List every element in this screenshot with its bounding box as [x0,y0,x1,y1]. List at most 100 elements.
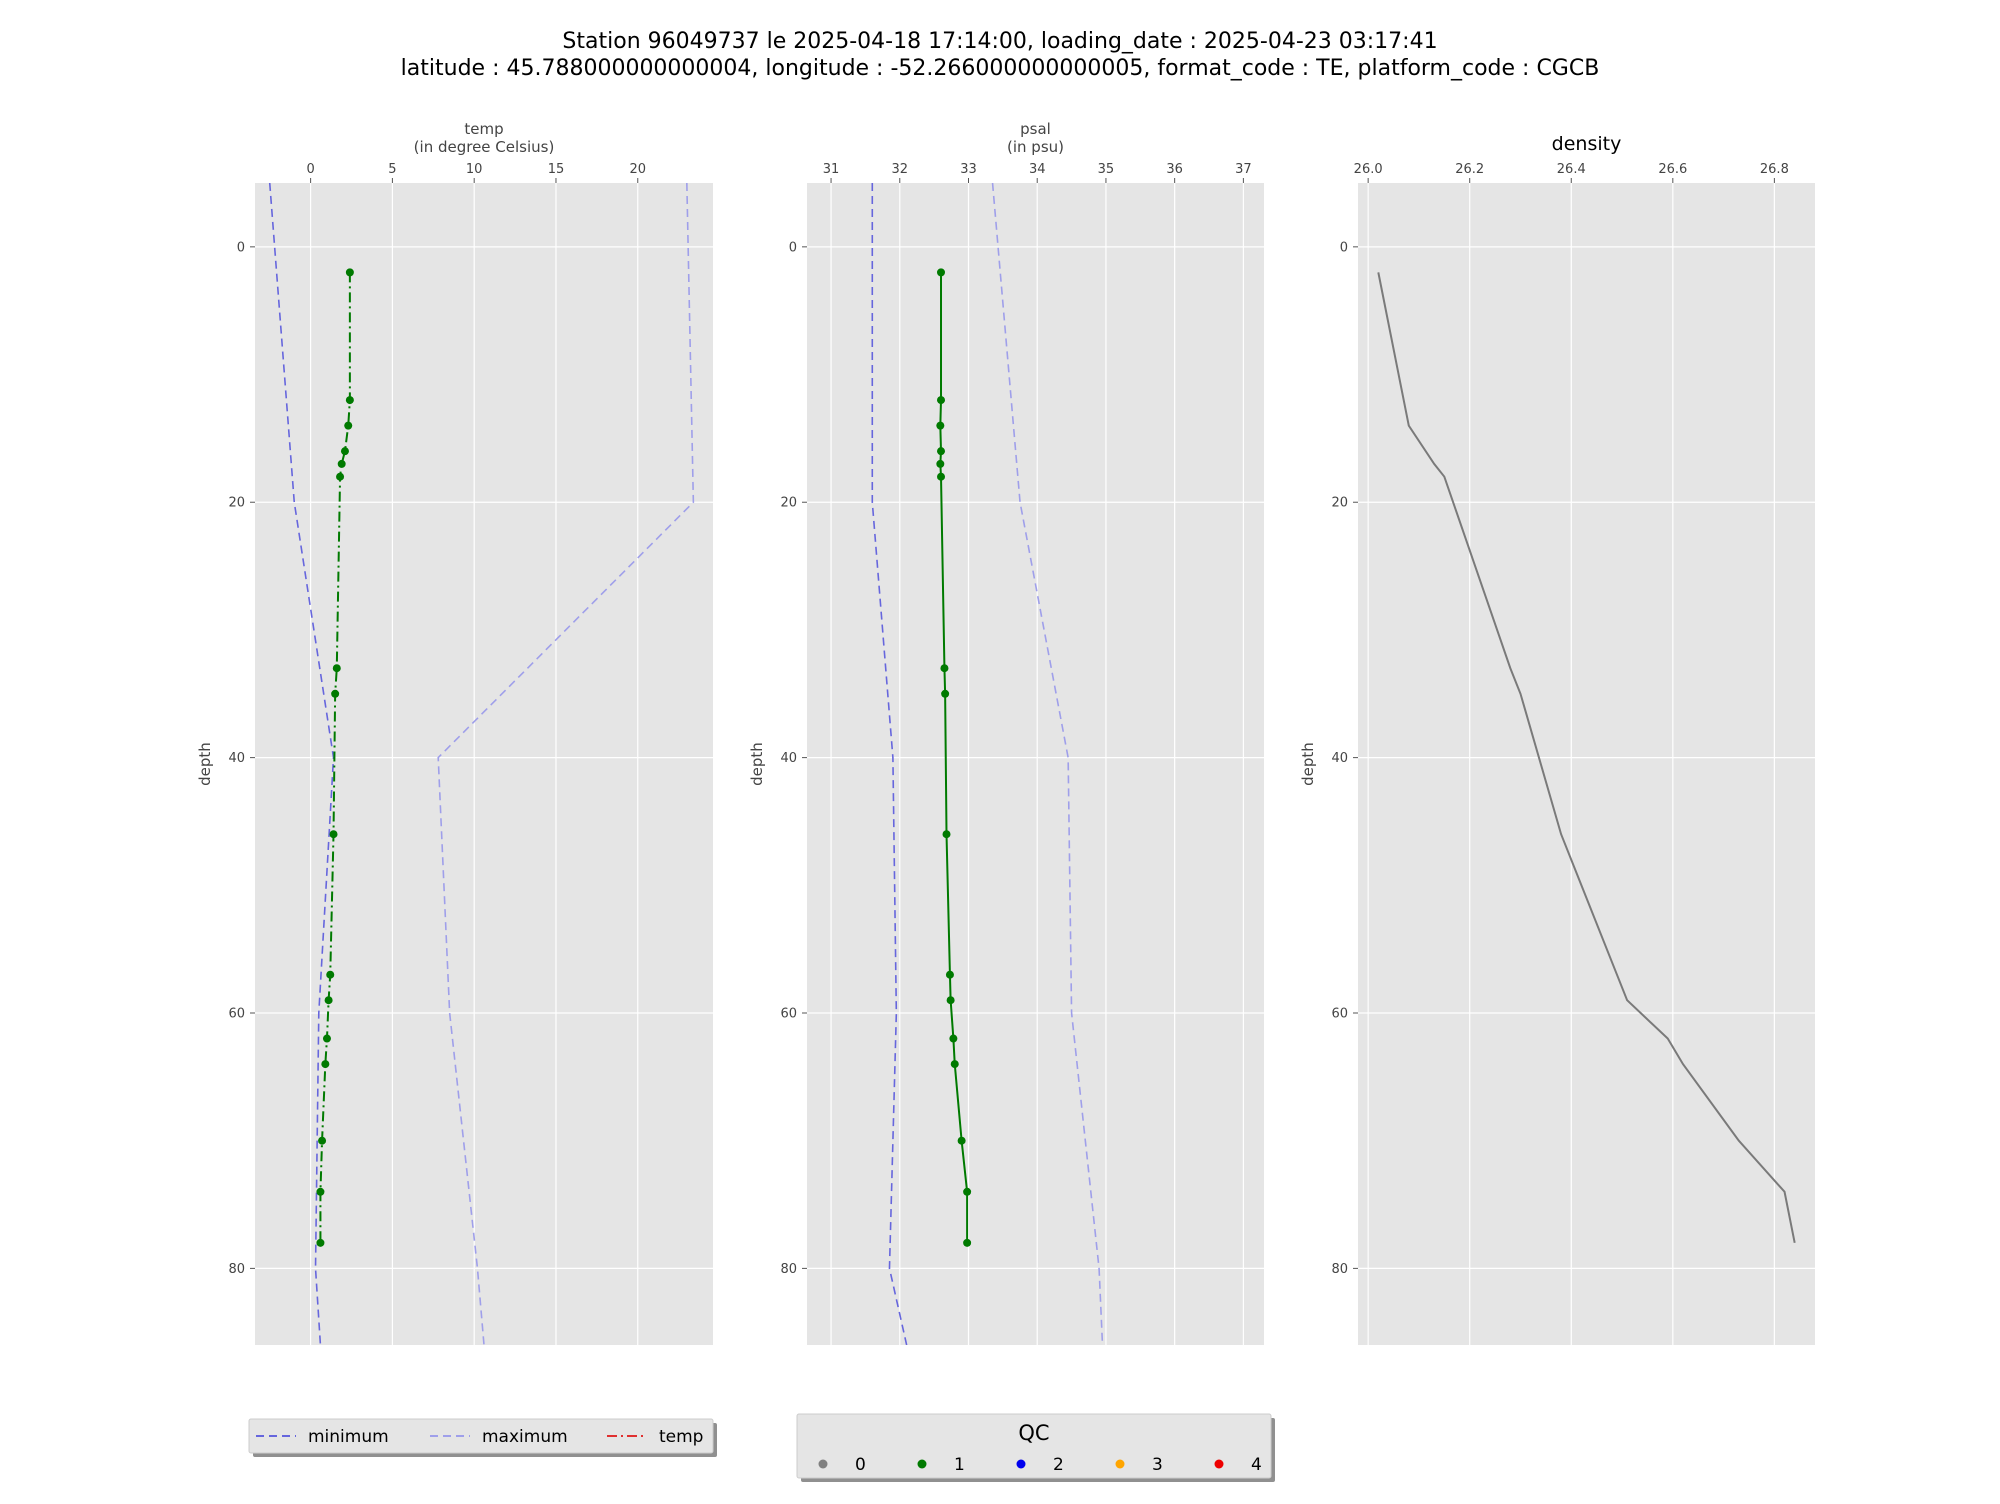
y-tick-label: 0 [237,240,245,255]
legend-qc: QC 0 1 2 3 4 [796,1413,1275,1482]
data-point [942,830,951,839]
x-tick-label: 26.2 [1455,162,1484,177]
data-point [321,1060,330,1069]
legend-marker-qc-3 [1115,1459,1125,1469]
x-tick-label: 26.0 [1354,162,1383,177]
x-tick-label: 36 [1166,162,1183,177]
x-tick-label: 5 [388,162,396,177]
plot-area [871,183,1104,1345]
data-point [963,1238,972,1247]
x-tick-label: 33 [960,162,977,177]
y-tick-label: 60 [780,1007,797,1022]
y-tick-label: 20 [780,496,797,511]
plot-panels: 0 5 10 15 20 0 20 40 60 80 temp(in degree Celsius)… [196,120,1815,1345]
figure-title-line2: latitude : 45.788000000000004, longitude… [401,56,1600,81]
x-tick-label: 0 [306,162,314,177]
y-tick-label: 80 [1331,1262,1348,1277]
legend-label-temp: temp [659,1427,703,1447]
panel-density: 26.0 26.2 26.4 26.6 26.8 0 20 40 60 80 density dept… [1299,133,1815,1345]
x-tick-label: 32 [892,162,909,177]
y-axis-label: depth [1299,742,1317,786]
legend-title: QC [1018,1421,1049,1445]
data-point [316,1187,325,1196]
x-axis-unit-label: (in psu) [1007,138,1064,156]
data-point [936,459,945,468]
panel-background [1358,183,1815,1345]
data-point [949,1034,958,1043]
data-point [336,472,345,481]
legend-marker-qc-2 [1016,1459,1026,1469]
legend-label-qc-3: 3 [1152,1455,1163,1475]
series-line-density [1377,272,1796,1244]
legend-label-qc-1: 1 [954,1455,965,1475]
legend-label-qc-0: 0 [855,1455,866,1475]
legend-lines: minimum maximum temp [248,1418,717,1457]
plot-area [1377,272,1796,1244]
data-point [940,664,949,673]
data-point [937,268,946,277]
y-tick-label: 20 [1331,496,1348,511]
data-point [344,421,353,430]
x-tick-label: 15 [548,162,565,177]
data-point [331,689,340,698]
data-point [950,1060,959,1069]
x-tick-label: 26.6 [1658,162,1687,177]
y-tick-label: 40 [1331,751,1348,766]
panel-background [255,183,713,1345]
data-point [945,970,954,979]
data-point [318,1136,327,1145]
legend-marker-qc-1 [917,1459,927,1469]
panel-background [807,183,1264,1345]
y-tick-label: 0 [789,240,797,255]
plot-area [268,183,695,1345]
x-axis-unit-label: (in degree Celsius) [414,138,555,156]
x-tick-label: 26.8 [1760,162,1789,177]
legends: minimum maximum temp QC 0 1 2 3 4 [248,1413,1275,1482]
series-line-minimum [268,183,335,1345]
data-point [946,996,955,1005]
y-tick-label: 40 [780,751,797,766]
x-axis-label: psal [1020,120,1051,138]
data-point [937,447,946,456]
series-line-maximum [437,183,695,1345]
y-tick-label: 80 [228,1262,245,1277]
series-line-temp [319,272,351,1243]
panel-temp: 0 5 10 15 20 0 20 40 60 80 temp(in degree Celsius)… [196,120,713,1345]
data-point [957,1136,966,1145]
y-tick-label: 60 [228,1007,245,1022]
data-point [345,268,354,277]
panel-title: density [1552,133,1622,155]
data-point [329,830,338,839]
y-tick-label: 0 [1340,240,1348,255]
legend-label-qc-2: 2 [1053,1455,1064,1475]
x-tick-label: 34 [1029,162,1046,177]
series-line-maximum [991,183,1104,1345]
data-point [316,1238,325,1247]
legend-label-qc-4: 4 [1251,1455,1262,1475]
data-point [340,447,349,456]
legend-box [796,1413,1272,1479]
data-point [324,996,333,1005]
data-point [326,970,335,979]
y-tick-label: 80 [780,1262,797,1277]
data-point [332,664,341,673]
legend-label-minimum: minimum [308,1427,389,1447]
legend-box [248,1418,714,1454]
data-point [937,472,946,481]
legend-marker-qc-4 [1214,1459,1224,1469]
x-tick-label: 31 [823,162,840,177]
data-point [963,1187,972,1196]
data-point [345,396,354,405]
x-tick-label: 10 [466,162,483,177]
x-tick-label: 37 [1235,162,1252,177]
data-point [322,1034,331,1043]
series-line-psal [939,272,969,1243]
y-tick-label: 40 [228,751,245,766]
series-line-minimum [871,183,908,1345]
panel-psal: 31 32 33 34 35 36 37 0 20 40 60 80 psal(in psu) depth [748,120,1264,1345]
data-point [941,689,950,698]
x-axis-label: temp [464,120,503,138]
x-tick-label: 35 [1098,162,1115,177]
